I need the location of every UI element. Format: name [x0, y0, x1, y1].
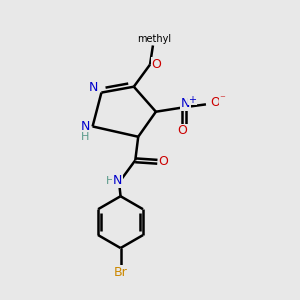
- Text: O: O: [178, 124, 187, 137]
- Text: Br: Br: [114, 266, 128, 279]
- Text: +: +: [188, 95, 196, 105]
- Text: N: N: [113, 174, 122, 188]
- Text: H: H: [106, 176, 114, 186]
- Text: ⁻: ⁻: [219, 94, 225, 104]
- Text: O: O: [152, 58, 161, 70]
- Text: N: N: [88, 81, 98, 94]
- Text: N: N: [181, 97, 190, 110]
- Text: H: H: [81, 132, 89, 142]
- Text: N: N: [80, 120, 90, 133]
- Text: methyl: methyl: [137, 34, 172, 44]
- Text: O: O: [158, 155, 168, 168]
- Text: O: O: [210, 96, 220, 110]
- Text: methoxy: methoxy: [166, 43, 172, 44]
